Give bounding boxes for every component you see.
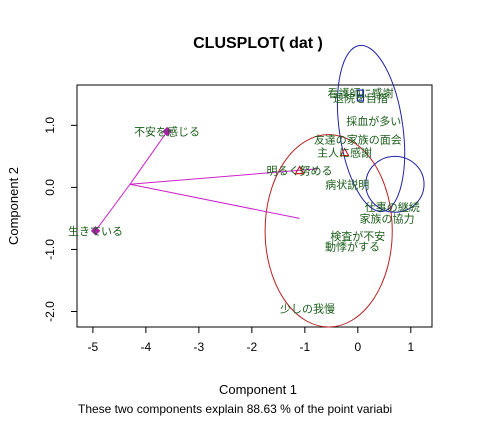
link-line xyxy=(129,183,300,219)
cluster-ellipse xyxy=(336,44,406,213)
point-label: 動悸がする xyxy=(325,239,380,253)
point-label: 病状説明 xyxy=(325,177,369,191)
chart-title: CLUSPLOT( dat ) xyxy=(193,35,323,52)
y-axis-label: Component 2 xyxy=(6,167,21,245)
y-tick-label: 1.0 xyxy=(43,117,57,134)
x-tick-label: -1 xyxy=(299,340,310,354)
point-label: 主人に感謝 xyxy=(317,146,372,160)
chart-subtitle: These two components explain 88.63 % of … xyxy=(78,402,392,416)
data-point xyxy=(356,94,365,102)
data-point xyxy=(162,126,172,137)
cluster-ellipses xyxy=(264,44,425,328)
point-label: 不安を感じる xyxy=(134,125,200,139)
point-label: 友達の家族の面会 xyxy=(314,133,402,147)
x-axis-label: Component 1 xyxy=(219,382,297,397)
x-tick-label: -3 xyxy=(194,340,205,354)
point-label: 看護師に感謝 xyxy=(327,86,393,100)
data-point xyxy=(294,165,305,175)
point-label: 少しの我慢 xyxy=(280,302,335,315)
x-tick-label: -4 xyxy=(141,340,152,354)
point-label: 家族の協力 xyxy=(359,211,414,225)
x-tick-label: -5 xyxy=(88,340,99,354)
x-tick-label: 0 xyxy=(354,340,361,354)
data-point xyxy=(356,89,365,97)
cluster-ellipse xyxy=(365,155,425,213)
data-point xyxy=(339,147,350,157)
x-tick-label: -2 xyxy=(247,340,258,354)
data-points xyxy=(90,89,365,236)
point-label: 明るく努める xyxy=(267,164,333,178)
data-point xyxy=(90,226,101,236)
point-label: 生きている xyxy=(68,224,123,238)
cluster-ellipse xyxy=(264,134,393,328)
link-lines xyxy=(95,131,319,232)
y-tick-label: -2.0 xyxy=(43,301,57,322)
link-line xyxy=(129,131,168,185)
link-line xyxy=(95,183,131,232)
point-label: 退院を目指 xyxy=(333,91,388,105)
y-tick-label: 0.0 xyxy=(43,179,57,196)
y-tick-label: -1.0 xyxy=(43,239,57,260)
point-label: 仕事の継続 xyxy=(365,200,420,214)
y-axis: -2.0 -1.0 0.0 1.0 xyxy=(43,117,78,322)
x-tick-label: 1 xyxy=(407,340,414,354)
point-label: 採血が多い xyxy=(346,114,401,128)
x-axis: -5 -4 -3 -2 -1 0 1 xyxy=(88,326,414,354)
point-label: 検査が不安 xyxy=(330,229,385,243)
link-line xyxy=(129,168,319,185)
